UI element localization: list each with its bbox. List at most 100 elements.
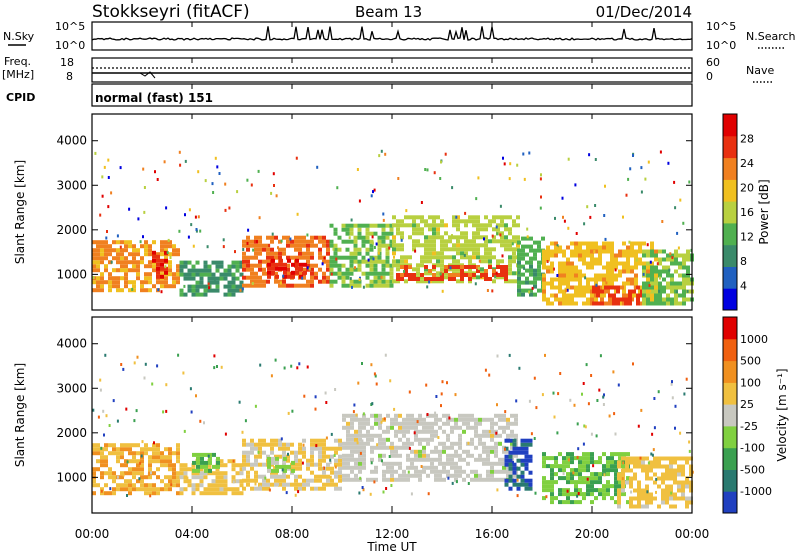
- echo-cell: [346, 445, 350, 450]
- echo-cell: [191, 268, 196, 273]
- echo-cell: [408, 215, 412, 220]
- echo-cell: [357, 279, 362, 284]
- echo-cell: [688, 180, 691, 184]
- echo-cell: [381, 279, 386, 284]
- echo-cell: [350, 453, 354, 458]
- echo-cell: [432, 273, 436, 277]
- echo-cell: [410, 413, 414, 418]
- echo-cell: [176, 272, 180, 277]
- echo-cell: [410, 465, 414, 470]
- echo-cell: [472, 275, 476, 280]
- echo-cell: [646, 281, 650, 286]
- echo-cell: [437, 436, 440, 439]
- echo-cell: [294, 493, 297, 497]
- echo-cell: [516, 474, 521, 479]
- echo-cell: [535, 406, 538, 410]
- echo-cell: [203, 288, 208, 293]
- echo-cell: [318, 267, 322, 272]
- echo-cell: [318, 458, 322, 463]
- echo-cell: [632, 362, 634, 366]
- echo-cell: [354, 477, 358, 482]
- echo-cell: [521, 248, 525, 253]
- echo-cell: [442, 469, 446, 474]
- echo-cell: [678, 293, 682, 298]
- echo-cell: [156, 270, 160, 275]
- echo-cell: [474, 469, 478, 474]
- echo-cell: [396, 227, 400, 232]
- echo-cell: [385, 235, 390, 240]
- echo-cell: [381, 223, 386, 228]
- echo-cell: [295, 156, 298, 160]
- echo-cell: [298, 271, 302, 276]
- echo-cell: [258, 462, 262, 467]
- echo-cell: [362, 421, 366, 426]
- echo-cell: [377, 223, 382, 228]
- echo-cell: [271, 262, 275, 267]
- echo-cell: [486, 289, 489, 292]
- echo-cell: [596, 285, 600, 290]
- echo-cell: [669, 504, 673, 509]
- echo-cell: [250, 271, 254, 276]
- echo-cell: [446, 461, 450, 466]
- echo-cell: [96, 240, 100, 245]
- echo-cell: [374, 413, 378, 418]
- echo-cell: [356, 441, 359, 445]
- echo-cell: [346, 425, 350, 430]
- echo-cell: [546, 253, 550, 258]
- echo-cell: [504, 446, 509, 451]
- echo-cell: [645, 468, 649, 473]
- echo-cell: [669, 464, 673, 469]
- echo-cell: [490, 437, 494, 442]
- echo-cell: [168, 244, 172, 249]
- echo-cell: [587, 402, 590, 406]
- echo-cell: [525, 288, 529, 293]
- echo-cell: [195, 260, 200, 265]
- echo-cell: [678, 285, 682, 290]
- echo-cell: [164, 475, 168, 480]
- echo-cell: [104, 280, 108, 285]
- echo-cell: [177, 353, 180, 357]
- echo-cell: [674, 206, 677, 210]
- echo-cell: [424, 277, 428, 281]
- echo-cell: [546, 301, 550, 306]
- echo-cell: [428, 235, 432, 240]
- echo-cell: [370, 437, 374, 442]
- colorbar-swatch: [723, 469, 737, 492]
- echo-cell: [152, 258, 156, 263]
- echo-cell: [546, 257, 550, 262]
- echo-cell: [428, 215, 432, 220]
- echo-cell: [160, 280, 164, 285]
- echo-cell: [187, 276, 192, 281]
- echo-cell: [137, 217, 140, 221]
- y-tick-label: 1000: [56, 267, 87, 281]
- echo-cell: [246, 470, 250, 475]
- echo-cell: [338, 458, 342, 463]
- echo-cell: [100, 276, 104, 281]
- echo-cell: [454, 465, 458, 470]
- echo-cell: [267, 460, 271, 465]
- echo-cell: [504, 243, 508, 248]
- echo-cell: [674, 297, 678, 302]
- echo-cell: [191, 272, 196, 277]
- echo-cell: [598, 476, 602, 481]
- echo-cell: [203, 284, 208, 289]
- echo-cell: [322, 467, 325, 471]
- echo-cell: [279, 258, 283, 263]
- echo-cell: [144, 451, 148, 456]
- echo-cell: [156, 262, 160, 267]
- echo-cell: [196, 452, 200, 457]
- echo-cell: [373, 231, 378, 236]
- echo-cell: [112, 475, 116, 480]
- echo-cell: [458, 433, 462, 438]
- echo-cell: [618, 249, 622, 254]
- echo-cell: [375, 382, 378, 386]
- echo-cell: [646, 265, 650, 270]
- echo-cell: [310, 255, 314, 260]
- echo-cell: [116, 280, 120, 285]
- echo-cell: [630, 241, 634, 246]
- echo-cell: [329, 223, 334, 228]
- echo-cell: [302, 446, 306, 451]
- echo-cell: [366, 433, 370, 438]
- y-tick-label: 4000: [56, 337, 87, 351]
- echo-cell: [373, 188, 376, 192]
